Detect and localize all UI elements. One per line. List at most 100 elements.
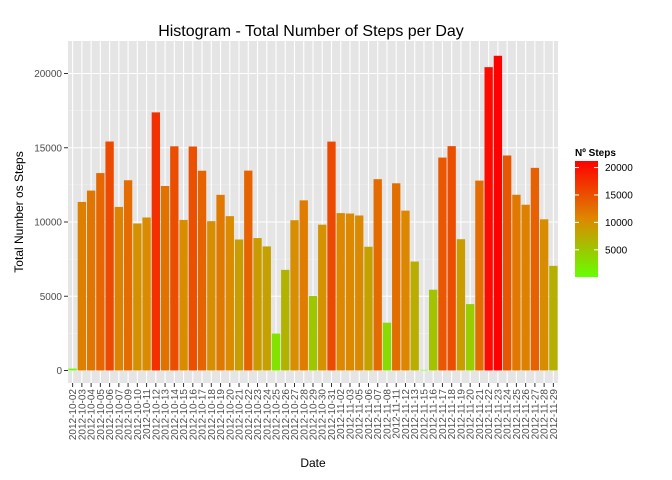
legend-title: Nº Steps [575, 148, 616, 159]
x-tick-label: 2012-10-26 [281, 389, 292, 441]
bar [179, 219, 188, 371]
x-tick-label: 2012-11-16 [429, 389, 440, 440]
x-tick-label: 2012-11-24 [503, 389, 514, 440]
x-tick-label: 2012-10-14 [170, 389, 181, 441]
bar [318, 224, 327, 371]
bar [308, 295, 318, 371]
bar [419, 369, 429, 371]
bar [447, 146, 456, 371]
x-tick-label: 2012-10-09 [124, 389, 135, 441]
legend-colorbar [575, 161, 598, 277]
x-tick-label: 2012-10-16 [188, 389, 199, 441]
x-tick-label: 2012-11-06 [364, 389, 375, 440]
legend-label: 5000 [605, 245, 628, 256]
x-tick-label: 2012-11-23 [493, 389, 504, 440]
bar [151, 112, 160, 371]
x-tick-label: 2012-11-19 [456, 389, 467, 440]
bar [290, 220, 299, 371]
x-tick-label: 2012-11-20 [466, 389, 477, 440]
bar [530, 167, 540, 371]
bar [262, 246, 271, 371]
bar [475, 180, 484, 371]
x-tick-label: 2012-10-06 [105, 389, 116, 441]
x-tick-label: 2012-10-27 [290, 389, 301, 441]
bar [429, 289, 438, 371]
y-tick-label: 0 [56, 366, 62, 377]
x-tick-label: 2012-11-26 [521, 389, 532, 440]
x-tick-label: 2012-11-03 [345, 389, 356, 440]
x-tick-label: 2012-10-19 [216, 389, 227, 441]
bar [336, 213, 345, 371]
x-tick-label: 2012-10-13 [161, 389, 172, 441]
x-tick-label: 2012-10-15 [179, 389, 190, 441]
x-tick-label: 2012-11-15 [419, 389, 430, 440]
bar [207, 221, 216, 371]
legend-ticks: 20000 15000 10000 5000 [575, 163, 633, 256]
bar [160, 185, 170, 371]
x-tick-label: 2012-10-05 [96, 389, 107, 441]
x-tick-label: 2012-10-25 [272, 389, 283, 441]
y-tick-label: 15000 [34, 143, 62, 154]
bar [345, 213, 355, 371]
bar [373, 179, 382, 371]
x-tick-label: 2012-11-25 [512, 389, 523, 440]
bar [114, 206, 124, 371]
bar [401, 210, 410, 371]
bar [539, 219, 549, 371]
x-tick-label: 2012-10-31 [327, 389, 338, 441]
bars [68, 55, 558, 371]
y-tick-label: 10000 [34, 218, 62, 229]
bar [234, 239, 244, 371]
bar [364, 246, 373, 371]
x-tick-label: 2012-11-28 [540, 389, 551, 440]
x-axis-ticks: 2012-10-022012-10-032012-10-042012-10-05… [68, 383, 560, 440]
x-tick-label: 2012-11-18 [447, 389, 458, 440]
bar [86, 190, 96, 371]
x-tick-label: 2012-11-07 [373, 389, 384, 440]
x-tick-label: 2012-10-28 [299, 389, 310, 441]
bar [327, 141, 336, 371]
bar [197, 170, 207, 371]
x-tick-label: 2012-10-12 [151, 389, 162, 441]
bar [466, 304, 475, 371]
y-axis-ticks: 0 5000 10000 15000 20000 [34, 69, 68, 377]
bar [68, 368, 77, 371]
x-tick-label: 2012-10-24 [262, 389, 273, 441]
x-tick-label: 2012-10-21 [235, 389, 246, 441]
x-tick-label: 2012-10-22 [244, 389, 255, 441]
x-tick-label: 2012-10-17 [198, 389, 209, 441]
x-tick-label: 2012-10-04 [87, 389, 98, 441]
x-tick-label: 2012-11-17 [438, 389, 449, 440]
x-tick-label: 2012-11-22 [484, 389, 495, 440]
legend-label: 20000 [605, 163, 633, 174]
bar [170, 146, 179, 371]
bar [244, 170, 253, 371]
x-tick-label: 2012-11-27 [530, 389, 541, 440]
bar [299, 200, 308, 371]
bar [133, 223, 142, 371]
bar [521, 204, 530, 371]
x-tick-label: 2012-10-10 [133, 389, 144, 441]
x-tick-label: 2012-11-05 [355, 389, 366, 440]
legend-label: 10000 [605, 218, 633, 229]
bar [271, 333, 281, 371]
bar [142, 217, 151, 371]
x-tick-label: 2012-10-02 [68, 389, 79, 441]
bar [512, 194, 521, 371]
x-tick-label: 2012-10-30 [318, 389, 329, 441]
bar [253, 238, 262, 371]
x-tick-label: 2012-10-23 [253, 389, 264, 441]
x-tick-label: 2012-11-21 [475, 389, 486, 440]
bar [77, 201, 87, 371]
y-axis-title: Total Number os Steps [12, 151, 26, 272]
bar [225, 216, 234, 371]
x-tick-label: 2012-10-11 [142, 389, 153, 440]
bar [484, 67, 493, 371]
x-tick-label: 2012-11-08 [382, 389, 393, 440]
bar [96, 173, 105, 371]
bar [281, 269, 290, 371]
x-tick-label: 2012-11-13 [410, 389, 421, 440]
x-tick-label: 2012-10-29 [309, 389, 320, 441]
bar [502, 155, 512, 371]
